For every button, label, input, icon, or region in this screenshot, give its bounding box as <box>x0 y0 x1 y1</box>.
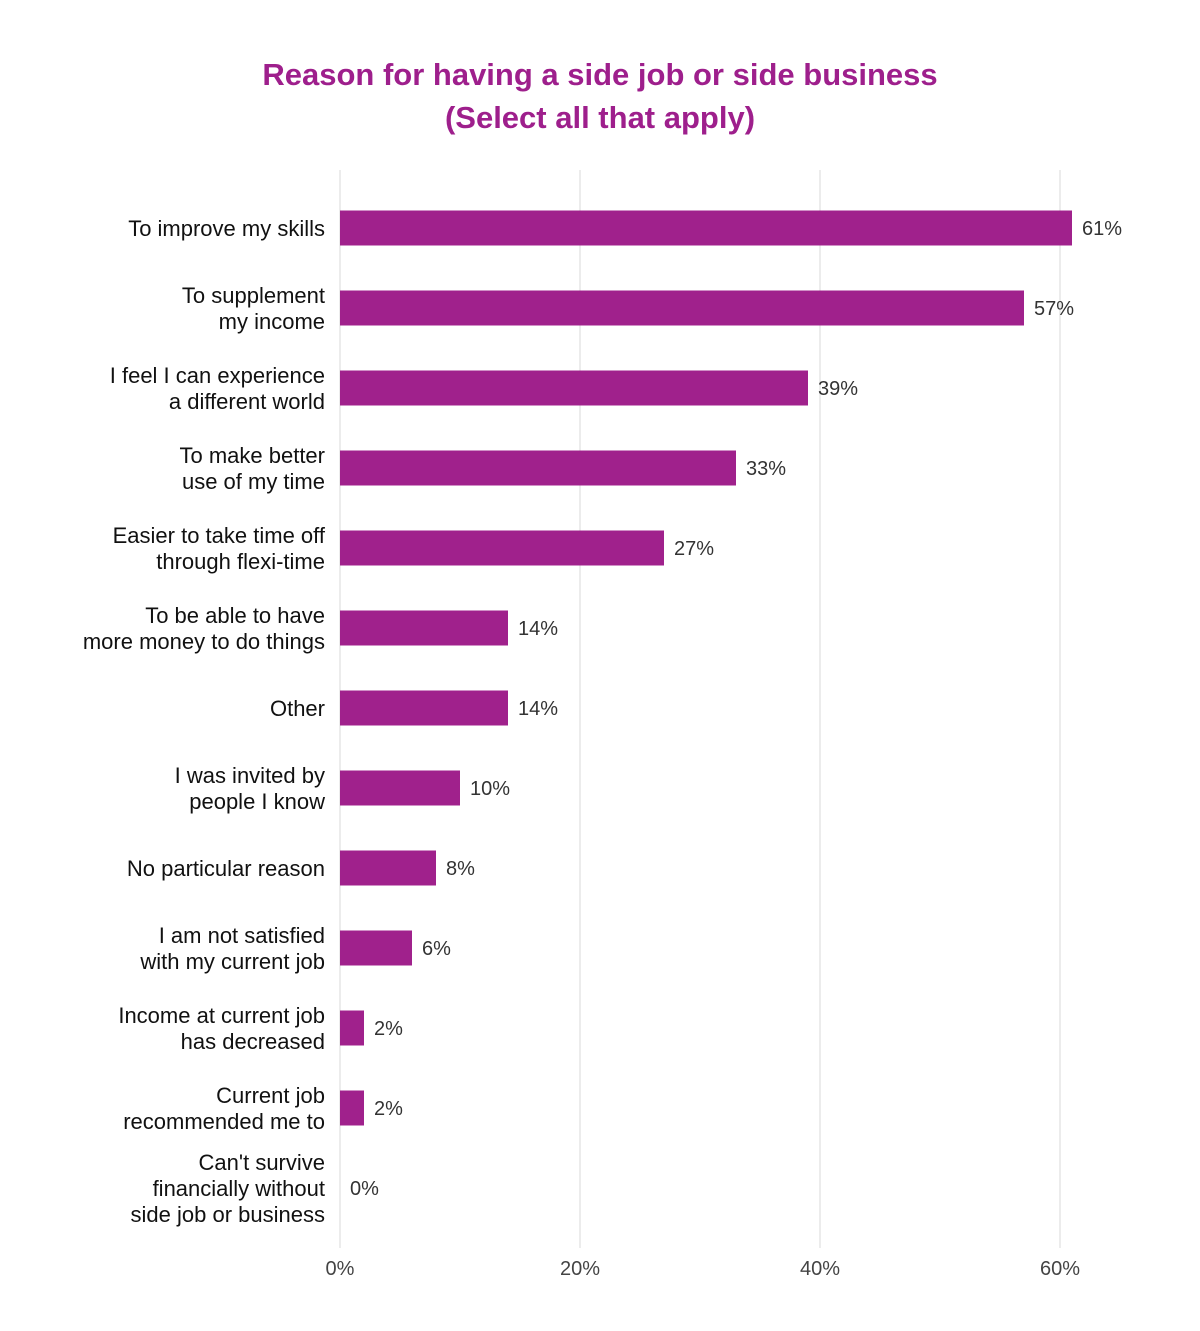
data-label: 8% <box>446 858 475 880</box>
data-label: 33% <box>746 458 786 480</box>
category-label: Income at current job has decreased <box>118 1003 325 1054</box>
category-label-line: a different world <box>169 389 325 414</box>
data-label: 57% <box>1034 298 1074 320</box>
data-label: 0% <box>350 1178 379 1200</box>
category-label-line: Current job <box>216 1083 325 1108</box>
category-label-line: To improve my skills <box>128 216 325 241</box>
category-label: To improve my skills <box>128 216 325 241</box>
category-label: To be able to have more money to do thing… <box>83 603 325 654</box>
category-label-line: I was invited by <box>175 763 325 788</box>
category-label-line: To supplement <box>182 283 325 308</box>
category-label: Easier to take time off through flexi-tim… <box>113 523 326 574</box>
bar <box>340 1010 364 1046</box>
bar <box>340 770 460 806</box>
category-label: Current job recommended me to <box>123 1083 325 1134</box>
x-tick-label: 20% <box>560 1258 600 1280</box>
category-label-line: No particular reason <box>127 856 325 881</box>
category-label: Can't survive financially without side job… <box>131 1150 325 1227</box>
category-label: I was invited by people I know <box>175 763 326 814</box>
bar <box>340 1090 364 1126</box>
category-label-line: through flexi-time <box>156 549 325 574</box>
category-label-line: I feel I can experience <box>110 363 325 388</box>
category-label-line: I am not satisfied <box>159 923 325 948</box>
category-label-line: use of my time <box>182 469 325 494</box>
bar <box>340 530 664 566</box>
category-label-line: people I know <box>189 789 325 814</box>
category-label-line: Other <box>270 696 325 721</box>
category-label-line: Income at current job <box>118 1003 325 1028</box>
bar <box>340 290 1024 326</box>
data-label: 61% <box>1082 218 1122 240</box>
category-label-line: my income <box>219 309 325 334</box>
data-label: 39% <box>818 378 858 400</box>
chart-title: Reason for having a side job or side bus… <box>262 57 938 92</box>
category-label-line: To be able to have <box>145 603 325 628</box>
category-label: To supplement my income <box>182 283 325 334</box>
category-label: I am not satisfied with my current job <box>139 923 325 974</box>
data-label: 6% <box>422 938 451 960</box>
category-label-line: side job or business <box>131 1202 325 1227</box>
data-label: 27% <box>674 538 714 560</box>
bar <box>340 850 436 886</box>
x-tick-label: 60% <box>1040 1258 1080 1280</box>
data-label: 14% <box>518 698 558 720</box>
category-label: No particular reason <box>127 856 325 881</box>
category-label-line: has decreased <box>181 1029 325 1054</box>
category-label-line: Easier to take time off <box>113 523 326 548</box>
category-label-line: Can't survive <box>199 1150 325 1175</box>
category-label: I feel I can experience a different world <box>110 363 325 414</box>
bar <box>340 370 808 406</box>
category-label-line: more money to do things <box>83 629 325 654</box>
category-label-line: financially without <box>153 1176 325 1201</box>
chart-subtitle: (Select all that apply) <box>444 100 756 135</box>
data-label: 14% <box>518 618 558 640</box>
bar <box>340 930 412 966</box>
x-tick-label: 0% <box>326 1258 355 1280</box>
category-label: Other <box>270 696 325 721</box>
bar <box>340 690 508 726</box>
bar <box>340 210 1072 246</box>
category-label-line: To make better <box>179 443 325 468</box>
bar <box>340 610 508 646</box>
data-label: 2% <box>374 1098 403 1120</box>
category-label-line: recommended me to <box>123 1109 325 1134</box>
data-label: 10% <box>470 778 510 800</box>
category-label-line: with my current job <box>139 949 325 974</box>
category-label: To make better use of my time <box>179 443 325 494</box>
data-label: 2% <box>374 1018 403 1040</box>
x-tick-label: 40% <box>800 1258 840 1280</box>
bar <box>340 450 736 486</box>
